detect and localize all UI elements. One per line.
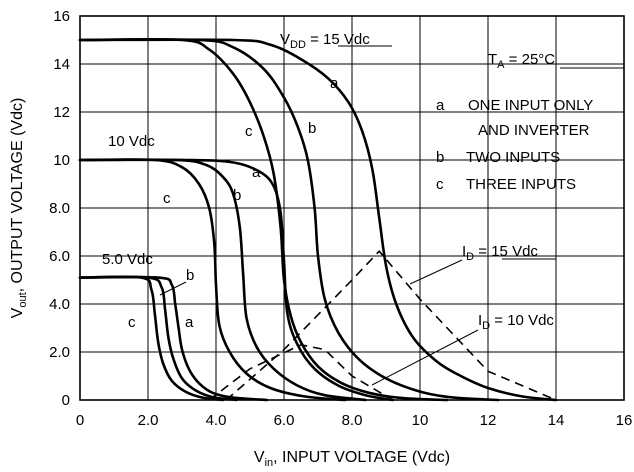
x-tick-label: 14 xyxy=(548,412,565,429)
temperature-label: TA = 25°C xyxy=(488,51,555,71)
leader-lines xyxy=(159,45,624,386)
vdd-5-label: 5.0 Vdc xyxy=(102,251,153,268)
x-tick-label: 12 xyxy=(480,412,497,429)
series-15-vdc-c xyxy=(78,37,449,402)
id-10-label: ID = 10 Vdc xyxy=(478,312,554,332)
x-tick-label: 2.0 xyxy=(138,412,159,429)
y-tick-label: 14 xyxy=(53,56,70,73)
leader-id15 xyxy=(409,259,463,285)
x-tick-label: 10 xyxy=(412,412,429,429)
y-tick-label: 16 xyxy=(53,8,70,25)
legend-text-c: THREE INPUTS xyxy=(466,176,576,193)
legend-text-a: ONE INPUT ONLY xyxy=(468,97,593,114)
series-5-0-vdc-b xyxy=(78,275,238,402)
legend-text-a-cont: AND INVERTER xyxy=(478,122,590,139)
legend: a ONE INPUT ONLY AND INVERTER b TWO INPU… xyxy=(436,97,593,193)
id-15-label: ID = 15 Vdc xyxy=(462,243,538,263)
series-15-vdc-b xyxy=(78,38,500,402)
curve-label-5-a: a xyxy=(185,314,194,331)
curve-label-10-a: a xyxy=(252,164,261,181)
y-tick-label: 2.0 xyxy=(49,344,70,361)
x-tick-labels: 0 2.0 4.0 6.0 8.0 10 12 14 16 xyxy=(76,412,633,429)
legend-key-b: b xyxy=(436,149,444,166)
curve-label-5-b: b xyxy=(186,267,194,284)
x-tick-label: 6.0 xyxy=(274,412,295,429)
x-tick-label: 8.0 xyxy=(342,412,363,429)
gridlines xyxy=(79,15,625,401)
y-tick-labels: 0 2.0 4.0 6.0 8.0 10 12 14 16 xyxy=(49,8,70,409)
legend-key-c: c xyxy=(436,176,444,193)
y-tick-label: 0 xyxy=(62,392,70,409)
series-10-vdc-a xyxy=(78,158,395,402)
curve-label-5-c: c xyxy=(128,314,136,331)
series-5-0-vdc-c xyxy=(78,275,225,402)
vdd-15-label: VDD = 15 Vdc xyxy=(280,31,370,51)
x-tick-label: 4.0 xyxy=(206,412,227,429)
series-10-vdc-b xyxy=(78,158,367,402)
legend-text-b: TWO INPUTS xyxy=(466,149,560,166)
curve-label-15-c: c xyxy=(245,123,253,140)
x-axis-label: Vin, INPUT VOLTAGE (Vdc) xyxy=(254,449,450,469)
vdd-10-label: 10 Vdc xyxy=(108,133,155,150)
legend-key-a: a xyxy=(436,97,445,114)
curve-label-15-b: b xyxy=(308,120,316,137)
leader-5b xyxy=(159,281,187,296)
curve-label-10-b: b xyxy=(233,187,241,204)
x-tick-label: 0 xyxy=(76,412,84,429)
y-axis-label: Vout, OUTPUT VOLTAGE (Vdc) xyxy=(9,98,29,319)
y-tick-label: 6.0 xyxy=(49,248,70,265)
series-5-0-vdc-a xyxy=(78,275,269,402)
y-tick-label: 8.0 xyxy=(49,200,70,217)
y-tick-label: 4.0 xyxy=(49,296,70,313)
series-drain-current-i-d-15-vdc xyxy=(225,250,557,401)
curve-labels: a b c a b c a b c xyxy=(128,75,339,331)
plot-frame xyxy=(79,15,625,401)
series-15-vdc-a xyxy=(78,38,558,402)
curve-label-15-a: a xyxy=(330,75,339,92)
y-tick-label: 12 xyxy=(53,104,70,121)
leader-id10 xyxy=(371,329,479,386)
curve-label-10-c: c xyxy=(163,190,171,207)
curves xyxy=(78,37,558,402)
series-10-vdc-c xyxy=(78,158,347,402)
x-tick-label: 16 xyxy=(616,412,633,429)
y-tick-label: 10 xyxy=(53,152,70,169)
